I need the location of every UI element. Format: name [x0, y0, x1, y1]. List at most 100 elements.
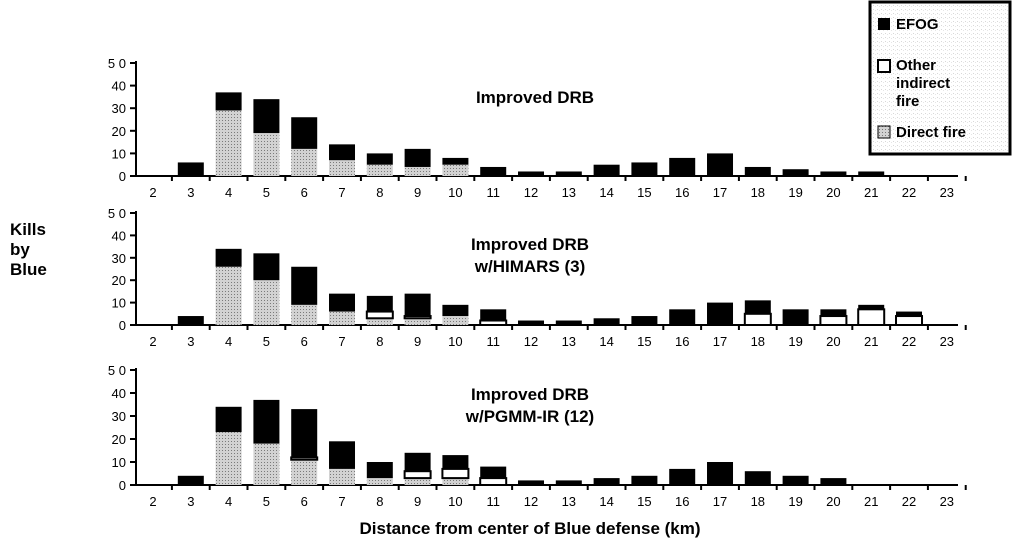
x-tick-label: 3 [187, 494, 194, 509]
x-tick-label: 12 [524, 334, 538, 349]
legend-label-other-line-2: indirect [896, 75, 950, 92]
bar-direct-fire [215, 110, 242, 176]
x-tick-label: 5 [263, 334, 270, 349]
bar-efog [820, 171, 847, 176]
x-tick-label: 10 [448, 185, 462, 200]
bar-direct-fire [329, 160, 356, 176]
y-tick-label: 30 [112, 409, 126, 424]
x-tick-label: 13 [562, 494, 576, 509]
bar-direct-fire [253, 443, 280, 485]
bar-efog [744, 471, 771, 485]
x-tick-label: 3 [187, 185, 194, 200]
bar-efog [404, 293, 431, 317]
y-axis-label-line-3: Blue [10, 260, 47, 279]
x-tick-label: 21 [864, 494, 878, 509]
y-tick-label: 5 0 [108, 56, 126, 71]
x-tick-label: 23 [940, 494, 954, 509]
x-tick-label: 9 [414, 185, 421, 200]
x-tick-label: 18 [751, 185, 765, 200]
y-tick-label: 40 [112, 386, 126, 401]
x-tick-label: 11 [486, 494, 500, 509]
x-tick-label: 7 [338, 334, 345, 349]
bar-efog [631, 316, 658, 325]
x-tick-label: 2 [149, 185, 156, 200]
bar-direct-fire [291, 459, 318, 485]
bar-direct-fire [442, 164, 469, 176]
bar-efog [329, 441, 356, 469]
x-tick-label: 19 [788, 334, 802, 349]
bar-other-indirect-fire [403, 470, 432, 480]
bar-efog [329, 144, 356, 161]
y-tick-label: 10 [112, 455, 126, 470]
x-tick-label: 12 [524, 494, 538, 509]
bar-efog [177, 316, 204, 325]
bar-other-indirect-fire [819, 315, 848, 327]
bar-direct-fire [366, 478, 393, 485]
bar-direct-fire [291, 304, 318, 325]
bar-efog [291, 409, 318, 458]
x-tick-label: 5 [263, 494, 270, 509]
bar-efog [858, 304, 885, 310]
bar-efog [707, 462, 734, 485]
bar-efog [820, 309, 847, 317]
bar-other-indirect-fire [857, 308, 886, 327]
bar-efog [253, 99, 280, 134]
bar-efog [593, 318, 620, 325]
x-tick-label: 2 [149, 494, 156, 509]
legend: EFOG Other indirect fire Direct fire [868, 0, 1012, 156]
bar-efog [593, 478, 620, 485]
panel-title: Improved DRB [476, 88, 594, 107]
bar-efog [442, 304, 469, 317]
x-tick-label: 11 [486, 185, 500, 200]
bar-efog [707, 302, 734, 325]
x-tick-label: 16 [675, 494, 689, 509]
x-tick-label: 22 [902, 494, 916, 509]
bar-efog [215, 248, 242, 267]
panel-title: Improved DRB [471, 385, 589, 404]
bar-direct-fire [215, 432, 242, 485]
bar-efog [858, 171, 885, 176]
y-tick-label: 0 [119, 318, 126, 333]
bar-efog [404, 148, 431, 167]
bar-direct-fire [442, 478, 469, 485]
bar-efog [782, 309, 809, 325]
y-tick-label: 40 [112, 228, 126, 243]
x-tick-label: 23 [940, 185, 954, 200]
x-tick-label: 2 [149, 334, 156, 349]
y-tick-label: 20 [112, 273, 126, 288]
bar-efog [253, 253, 280, 281]
x-tick-label: 7 [338, 494, 345, 509]
bar-other-indirect-fire [441, 467, 470, 480]
bar-efog [555, 171, 582, 176]
x-tick-label: 14 [599, 334, 613, 349]
bar-efog [669, 468, 696, 485]
bar-other-indirect-fire [403, 315, 432, 320]
bar-efog [669, 309, 696, 325]
x-tick-label: 3 [187, 334, 194, 349]
bar-efog [782, 169, 809, 176]
x-tick-label: 8 [376, 494, 383, 509]
legend-label-other-line-3: fire [896, 93, 919, 110]
x-tick-label: 17 [713, 494, 727, 509]
y-tick-label: 40 [112, 79, 126, 94]
bar-direct-fire [442, 316, 469, 325]
x-tick-label: 8 [376, 334, 383, 349]
bar-direct-fire [215, 266, 242, 325]
y-tick-label: 30 [112, 251, 126, 266]
y-tick-label: 20 [112, 124, 126, 139]
y-tick-label: 0 [119, 478, 126, 493]
bar-efog [366, 153, 393, 165]
bar-direct-fire [253, 280, 280, 325]
y-axis-label-line-2: by [10, 240, 30, 259]
x-tick-label: 19 [788, 494, 802, 509]
bar-direct-fire [404, 318, 431, 325]
bar-efog [744, 166, 771, 176]
x-tick-label: 4 [225, 494, 232, 509]
bar-efog [555, 480, 582, 485]
bar-efog [820, 478, 847, 485]
x-tick-label: 10 [448, 494, 462, 509]
bar-efog [782, 475, 809, 485]
